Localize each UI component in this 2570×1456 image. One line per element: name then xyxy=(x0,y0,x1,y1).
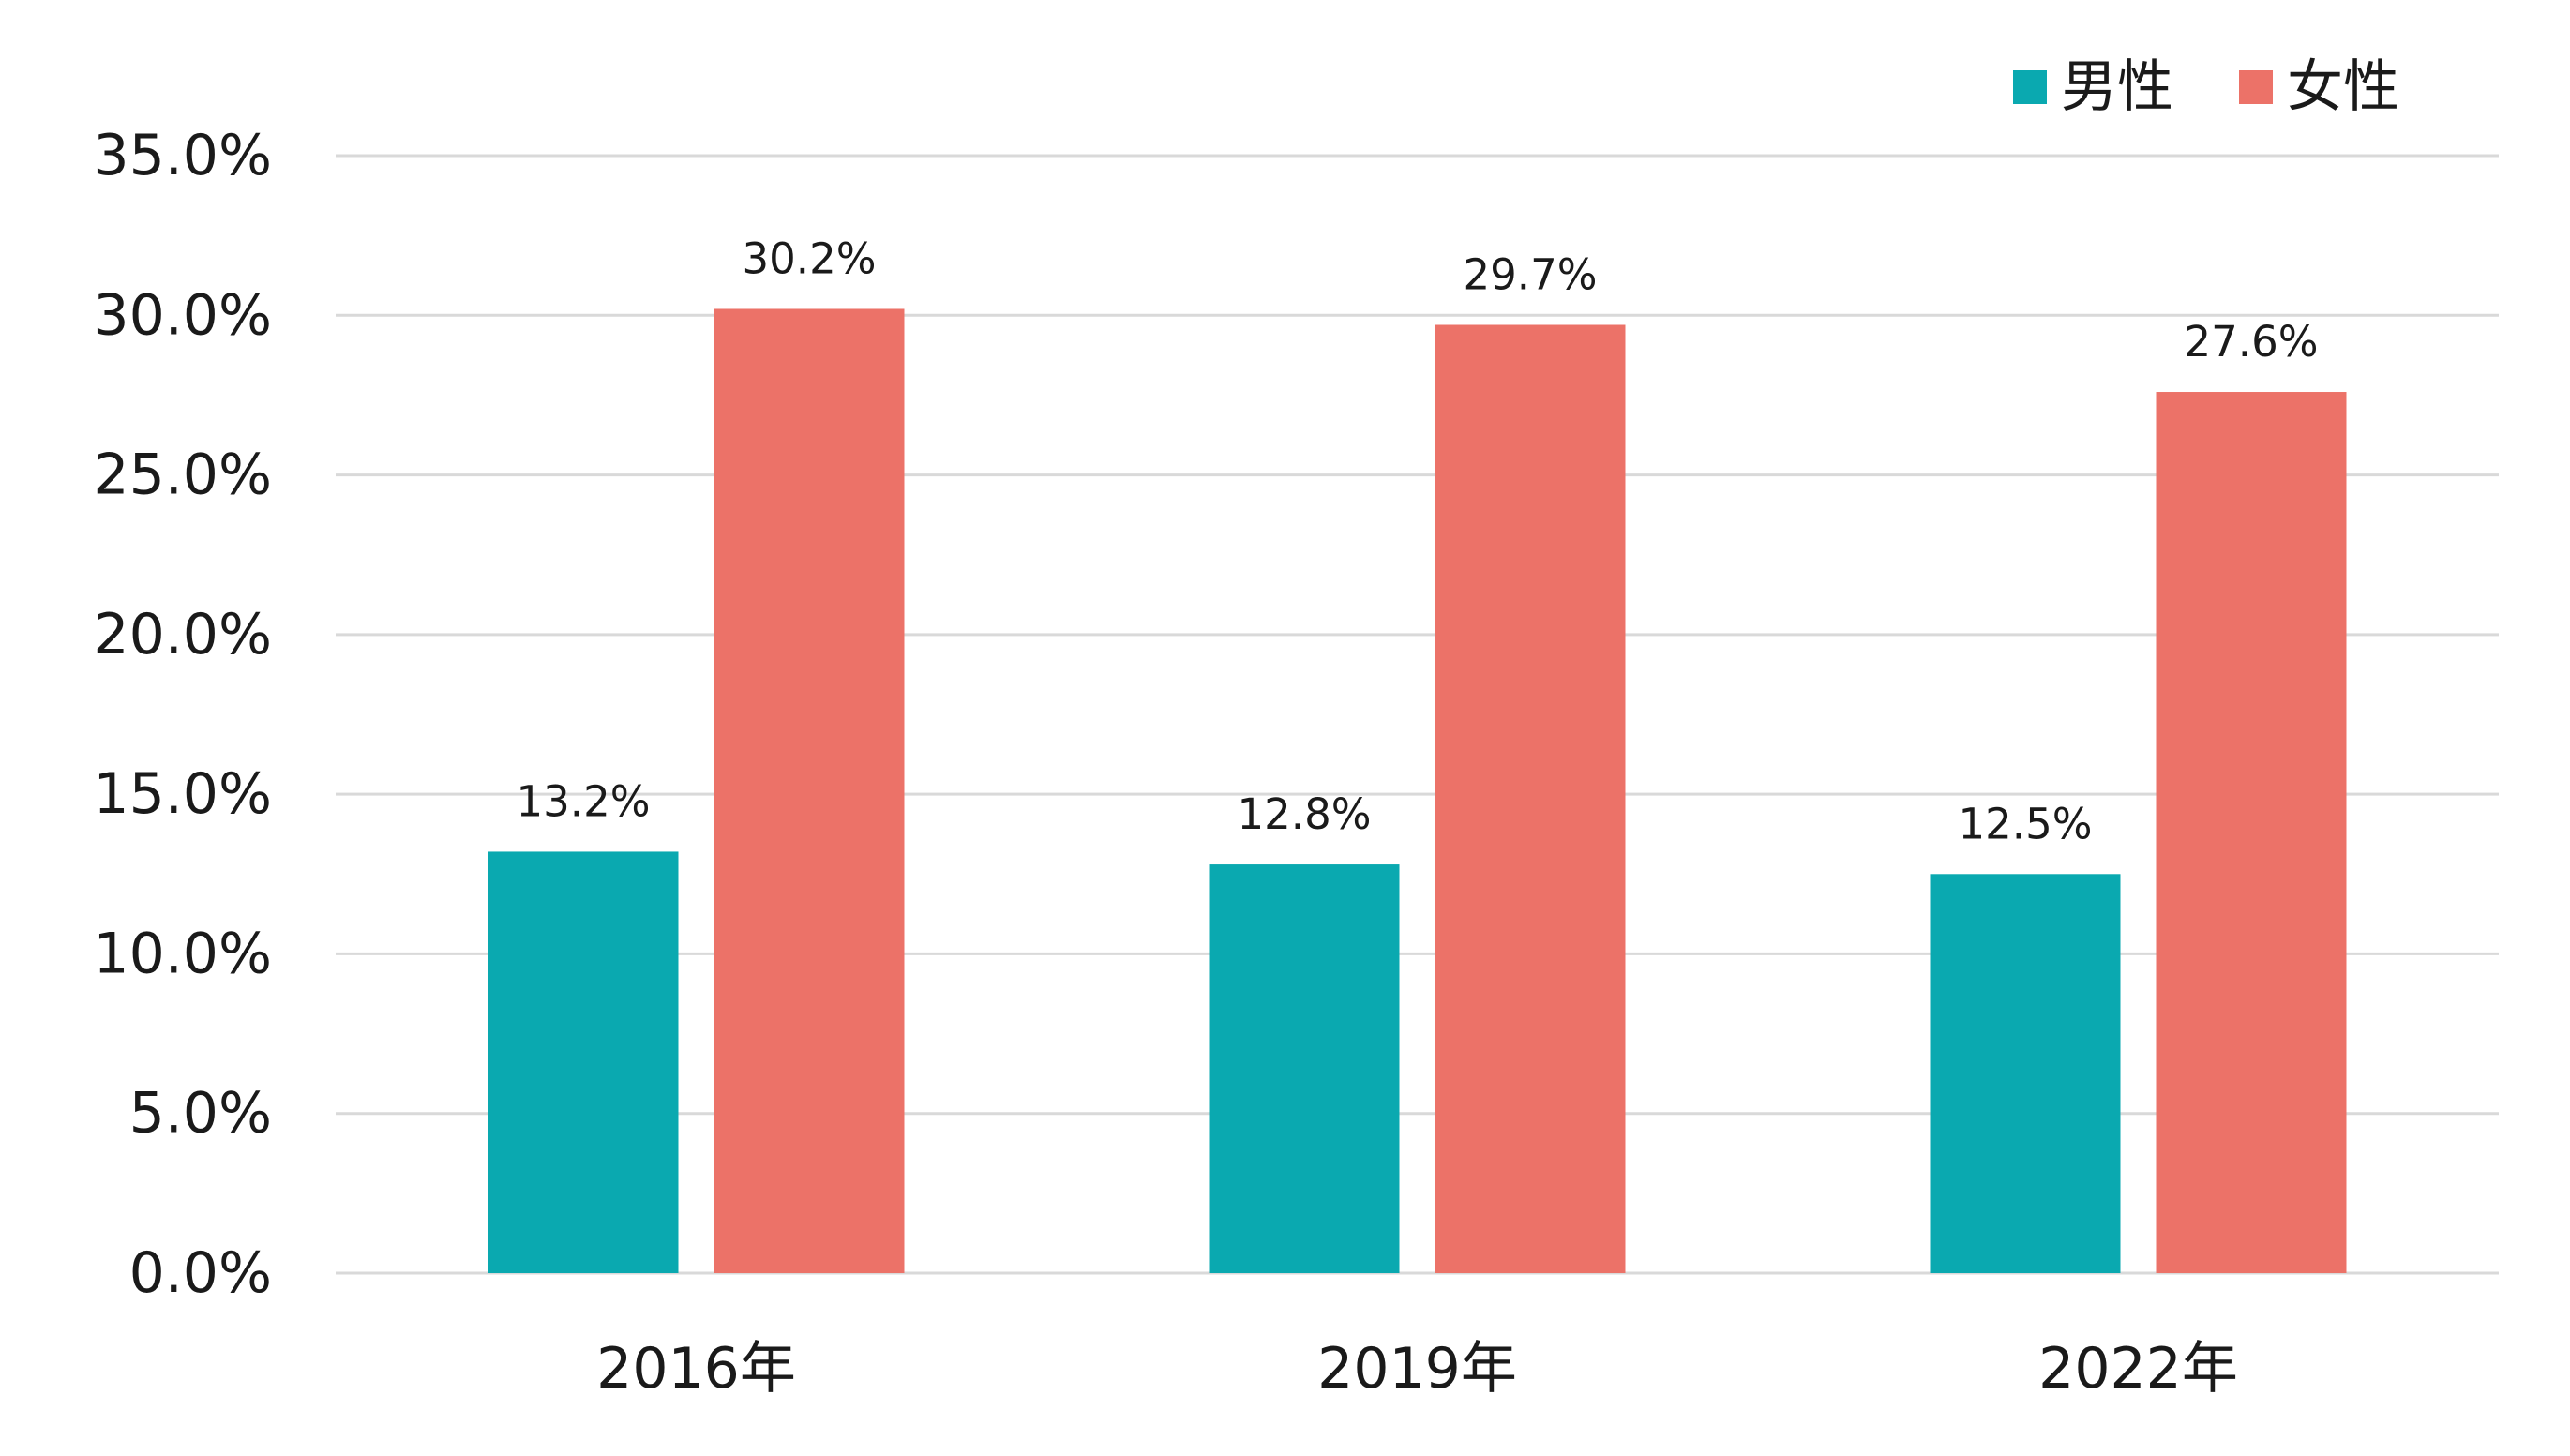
x-axis-tick-labels: 2016年 2019年 2022年 xyxy=(596,1336,2238,1402)
legend-swatch xyxy=(2239,70,2273,104)
legend-swatch xyxy=(2013,70,2047,104)
bars xyxy=(488,308,2347,1274)
bar-male-2 xyxy=(1930,874,2121,1273)
y-tick-label: 20.0% xyxy=(93,602,272,668)
y-tick-label: 10.0% xyxy=(93,921,272,986)
data-labels: 13.2% 30.2% 12.8% 29.7% 12.5% 27.6% xyxy=(517,233,2319,848)
bar-female-1 xyxy=(1435,324,1626,1273)
y-tick-label: 5.0% xyxy=(129,1081,272,1147)
gridlines xyxy=(336,154,2499,1275)
x-tick-label: 2022年 xyxy=(2038,1336,2238,1402)
legend: 男性 女性 xyxy=(2013,54,2399,120)
data-label: 12.5% xyxy=(1959,799,2093,848)
legend-label: 女性 xyxy=(2287,54,2399,120)
y-tick-label: 25.0% xyxy=(93,443,272,508)
data-label: 27.6% xyxy=(2185,317,2319,367)
bar-male-0 xyxy=(488,851,679,1273)
y-tick-label: 15.0% xyxy=(93,761,272,827)
data-label: 30.2% xyxy=(743,233,877,283)
data-label: 12.8% xyxy=(1238,789,1372,839)
x-tick-label: 2016年 xyxy=(596,1336,796,1402)
y-tick-label: 30.0% xyxy=(93,282,272,348)
data-label: 29.7% xyxy=(1464,250,1598,300)
y-tick-label: 0.0% xyxy=(129,1240,272,1306)
x-tick-label: 2019年 xyxy=(1317,1336,1517,1402)
bar-male-1 xyxy=(1209,864,1400,1273)
bar-female-2 xyxy=(2156,392,2347,1274)
y-tick-label: 35.0% xyxy=(93,123,272,188)
legend-label: 男性 xyxy=(2061,54,2173,120)
data-label: 13.2% xyxy=(517,776,651,826)
bar-female-0 xyxy=(714,308,905,1274)
y-axis-tick-labels: 0.0% 5.0% 10.0% 15.0% 20.0% 25.0% 30.0% 35.0% xyxy=(93,123,272,1306)
